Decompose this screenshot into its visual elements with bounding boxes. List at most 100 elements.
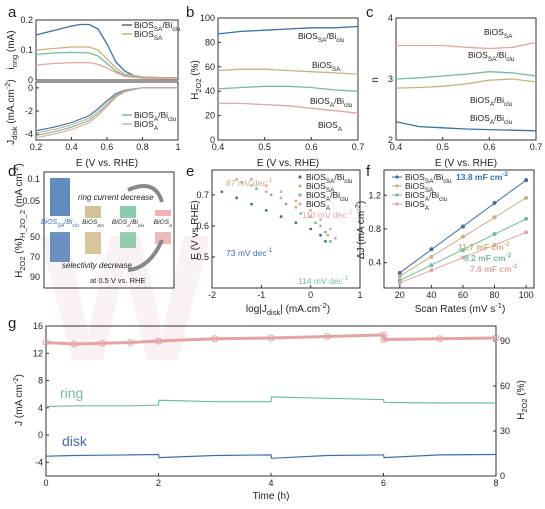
e-point [235,177,239,181]
e-frame [211,169,361,289]
d-bottom-bar [50,232,70,262]
g-ytick-right-label: 30 [500,426,510,436]
panel-letter-e: e [186,163,194,180]
g-disk-label: disk [62,433,88,449]
e-point [324,240,327,243]
d-top-bar [120,206,136,218]
a-bottom-ytick-label: 0 [28,83,33,93]
a-bottom-ytick-label: -4 [25,129,33,139]
f-xtick-label: 20 [395,290,405,300]
f-ytick-label: 0.4 [368,258,381,268]
f-point [524,195,529,200]
chart-f: 20 40 60 80 100 0.4 0.8 1.2ΔJ (mA cm-2​) Scan Ra… [353,169,535,315]
e-point [264,190,268,194]
diagram-d: IH_2O_2​ (mA cm-2​)H2O​2​ (%) 0.1 0.05 50 70… [11,163,175,289]
f-legend-marker [395,184,399,188]
f-point [429,247,434,252]
c-series-label: BiOSA​/Biclu​ [470,95,513,108]
g-xtick-label: 8 [493,478,498,488]
a-top-series-line [35,61,178,80]
chart-g: 0 2 4 6 8 -4 0 4 8 12 16 0 30 60 90 J (mA cm-2​) H2O​2​ … [11,321,529,502]
e-legend-label: BiOSA​/Biclu​ [306,190,349,203]
g-h2o2-line [45,333,497,346]
panel-letter-f: f [366,163,371,180]
c-xtick-label: 0.4 [390,142,403,152]
e-point [309,208,313,212]
e-point [329,227,332,231]
g-ytick-label: 12 [33,348,43,358]
e-point [240,181,244,184]
e-point [264,184,268,187]
f-slope-annotation: 11.7 mF cm-2​ [458,241,510,252]
b-series-label: BiOSA​ [318,120,343,133]
f-xtick-label: 40 [426,290,436,300]
d-top-ylabel: IH_2O_2​ (mA cm-2​) [11,163,27,240]
e-point [309,215,313,218]
f-point [524,230,529,235]
b-xtick-label: 0.5 [258,142,271,152]
b-series-label: BiOSA​/Biclu​ [310,96,353,109]
e-point [294,205,298,209]
f-point [460,248,465,253]
c-ytick-label: 3 [388,74,393,84]
f-point [524,216,529,221]
e-slope-annotation: 114 mV dec-1​ [298,275,349,286]
e-slope-annotation: 87 mV dec-1​ [226,177,273,188]
d-bottom-ylabel: H2O​2​ (%) [14,238,27,278]
d-top-bar [85,206,101,218]
f-ytick-label: 0.8 [368,224,381,234]
panel-letter-a: a [8,4,17,21]
b-series-line [217,25,359,35]
g-xtick-label: 4 [268,478,273,488]
b-ytick-label: 40 [205,86,215,96]
panel-letter-g: g [8,315,16,332]
e-legend-label: BiOSSA​/Biclu​ [306,172,353,185]
g-xtick-label: 0 [43,478,48,488]
b-ylabel: H2O​2​ (%) [190,60,203,100]
a-bottom-xtick-label: 1 [175,142,180,152]
e-point [279,215,283,218]
e-point [284,202,288,206]
g-ytick-label: 4 [38,403,43,413]
g-ytick-right-label: 0 [500,471,505,481]
g-xtick-label: 6 [381,478,386,488]
f-point [460,224,465,229]
f-legend-label: BiOSA​/Biclu​ [405,190,448,203]
f-legend-label: BiOSSA​/Biclu​ [405,172,452,185]
f-point [397,274,402,279]
d-material-label: BiOSA​ [154,219,172,229]
e-legend-label: BiOSA​ [306,199,331,212]
f-legend-marker [395,175,399,179]
e-point [220,190,224,194]
e-point [255,187,258,191]
d-bottom-scale: 70 [30,252,40,262]
e-legend-swatch [298,175,302,179]
a-bottom-ylabel: Jdisk​ (mA.cm-2​) [3,79,19,145]
e-ytick-label: 0.6 [196,221,209,231]
e-point [333,236,337,240]
f-legend-label: BiOSA​ [405,199,430,212]
f-point [460,255,465,260]
a-top-series-line [35,51,178,79]
f-slope-annotation: 13.8 mF cm-2​ [456,171,508,182]
a-legend-label: BiOSSA​/Biclu​ [134,20,181,33]
c-ytick-label: 4 [388,13,393,23]
f-slope-annotation: 7.6 mF cm-2​ [470,263,518,274]
e-point [294,199,298,203]
c-series-line [395,121,537,132]
b-series-line [217,68,359,75]
a-legend-label: BiOSSA​ [134,29,163,42]
c-ylabel: n [370,77,381,83]
d-caption-bottom: selectivity decrease [62,261,132,270]
f-ytick-label: 1.2 [368,190,381,200]
e-xtick-label: -2 [208,290,216,300]
b-xtick-label: 0.4 [212,142,225,152]
b-ytick-label: 80 [205,37,215,47]
a-bottom-xtick-label: 0.8 [136,142,149,152]
e-point [250,177,253,181]
e-slope-annotation: 110 mV dec-1​ [302,209,353,220]
e-xlabel: log|Jdisk​| (mA.cm-2​) [246,301,330,317]
panel-letter-b: b [186,4,194,21]
d-material-label: BiOSA​/Biclu​ [112,219,145,229]
